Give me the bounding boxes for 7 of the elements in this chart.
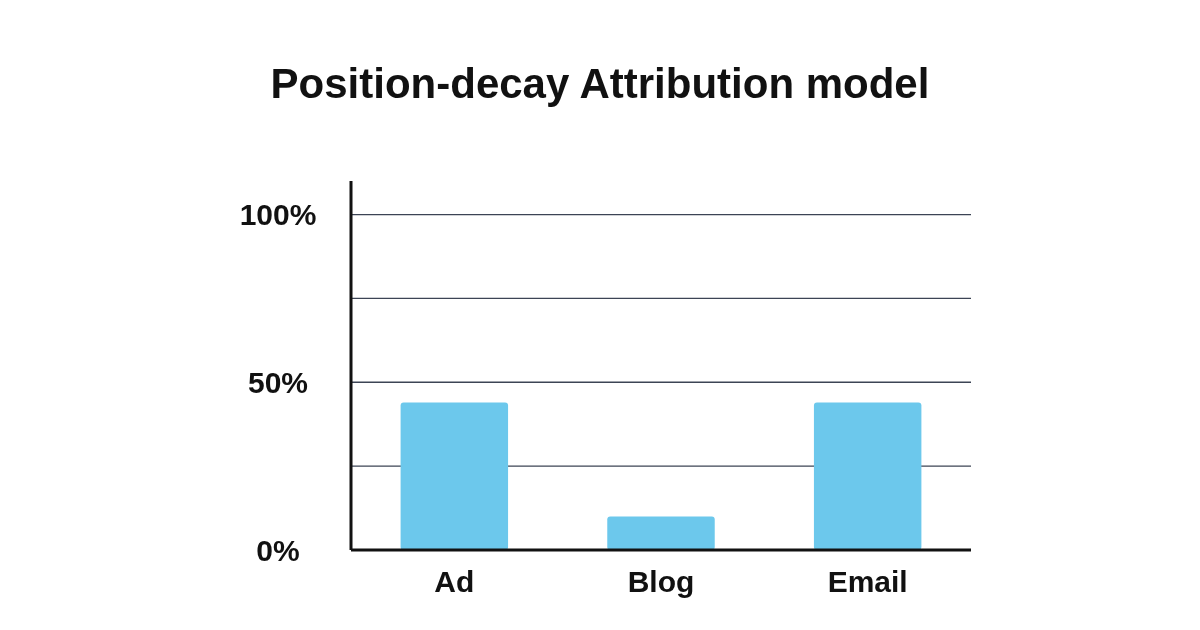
chart-title: Position-decay Attribution model	[270, 60, 930, 107]
x-tick-label: Ad	[434, 565, 475, 598]
x-tick-label: Blog	[627, 565, 695, 598]
y-tick-label: 0%	[256, 533, 300, 567]
y-tick-label: 100%	[239, 198, 317, 232]
y-tick-label: 50%	[247, 365, 309, 399]
x-tick-label: Email	[827, 565, 908, 598]
